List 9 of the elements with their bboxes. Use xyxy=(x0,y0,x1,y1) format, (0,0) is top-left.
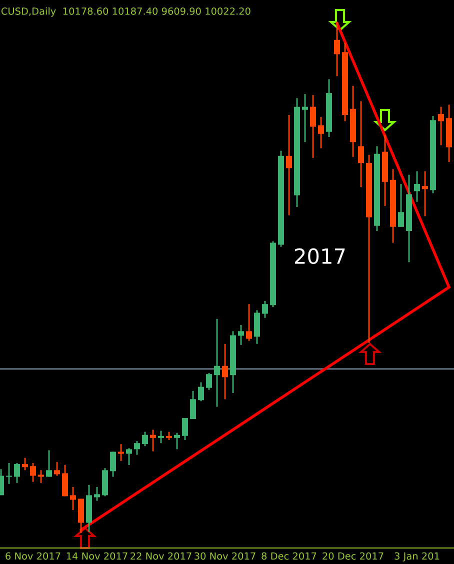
x-tick-label: 6 Nov 2017 xyxy=(6,552,60,560)
x-tick-label: 22 Nov 2017 xyxy=(130,552,192,560)
chart-title: CUSD,Daily 10178.60 10187.40 9609.90 10022.20 xyxy=(1,7,250,17)
x-tick-label: 30 Nov 2017 xyxy=(194,552,256,560)
x-tick-label: 20 Dec 2017 xyxy=(322,552,384,560)
x-tick-label: 14 Nov 2017 xyxy=(66,552,128,560)
x-tick-label: 8 Dec 2017 xyxy=(262,552,316,560)
annotation: 2017 xyxy=(295,248,345,264)
x-tick-label: 3 Jan 201 xyxy=(394,552,440,562)
